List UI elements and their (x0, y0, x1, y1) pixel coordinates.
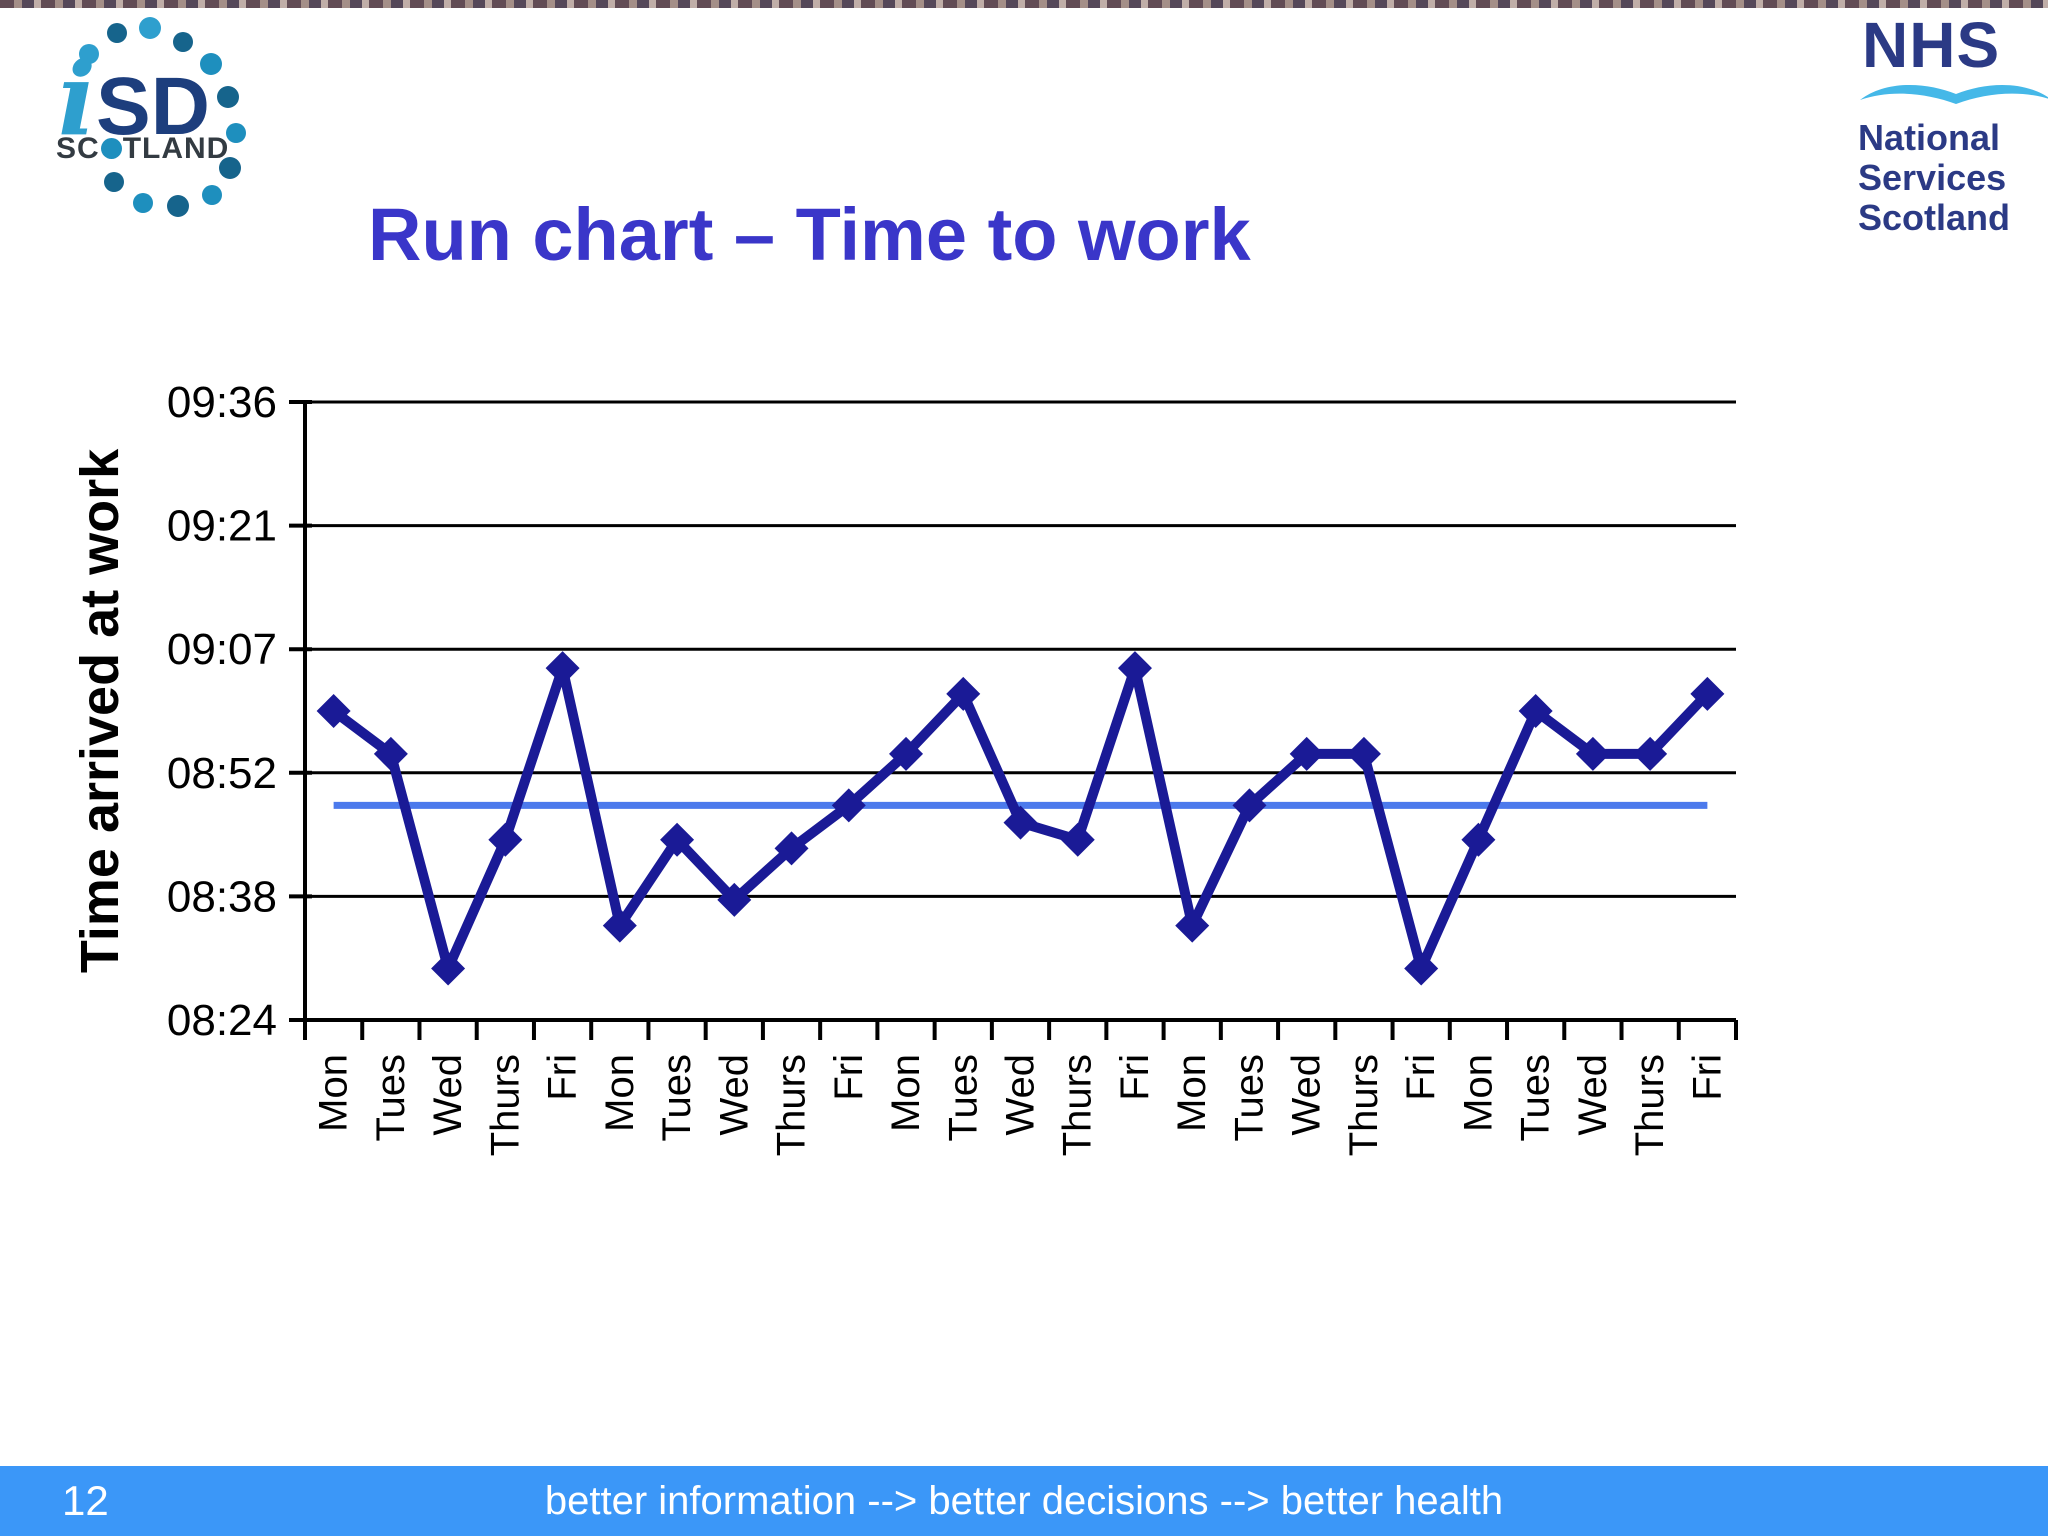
x-tick-label: Tues (1514, 1054, 1558, 1141)
x-tick-label: Mon (598, 1054, 642, 1132)
x-tick-label: Mon (1170, 1054, 1214, 1132)
x-tick-label: Fri (1113, 1054, 1157, 1101)
page-number: 12 (62, 1477, 109, 1524)
diamond-marker (1289, 736, 1324, 771)
nhs-wordmark: NHS (1862, 9, 2001, 81)
x-axis-labels: Mon Tues Wed Thurs Fri Mon Tues Wed Thurs Fri Mon T… (312, 1054, 1730, 1156)
nhs-subtitle: National Services Scotland (1858, 118, 2048, 238)
x-tick-label: Mon (884, 1054, 928, 1132)
footer-slogan: better information --> better decisions … (544, 1479, 1504, 1523)
scotland-prefix: SC (56, 132, 100, 165)
nhs-logo: NHS National Services Scotland (1858, 9, 2048, 238)
diamond-marker (660, 822, 695, 857)
diamond-marker (1232, 788, 1267, 823)
x-tick-label: Thurs (1342, 1054, 1386, 1156)
x-tick-label: Thurs (1628, 1054, 1672, 1156)
page-title: Run chart – Time to work (368, 193, 1251, 276)
x-tick-label: Thurs (483, 1054, 527, 1156)
x-tick-label: Mon (1456, 1054, 1500, 1132)
diamond-marker (431, 951, 466, 986)
series-markers (316, 651, 1725, 986)
diamond-marker (1575, 736, 1610, 771)
x-tick-label: Thurs (770, 1054, 814, 1156)
isd-i-letter: i (58, 40, 96, 158)
diamond-marker (889, 736, 924, 771)
diamond-marker (1404, 951, 1439, 986)
diamond-marker (545, 651, 580, 686)
x-tick-label: Tues (941, 1054, 985, 1141)
x-tick-label: Fri (1685, 1054, 1729, 1101)
x-tick-label: Wed (712, 1054, 756, 1136)
diamond-marker (1003, 805, 1038, 840)
x-tick-label: Wed (1571, 1054, 1615, 1136)
footer-bar: 12 better information --> better decisio… (0, 1466, 2048, 1536)
y-axis-title: Time arrived at work (70, 448, 130, 973)
y-tick-label: 09:21 (167, 502, 277, 551)
diamond-marker (1690, 676, 1725, 711)
diamond-marker (831, 788, 866, 823)
x-tick-label: Fri (827, 1054, 871, 1101)
x-tick-label: Fri (541, 1054, 585, 1101)
x-tick-label: Wed (999, 1054, 1043, 1136)
diamond-marker (1461, 822, 1496, 857)
diamond-marker (1117, 651, 1152, 686)
x-tick-label: Thurs (1056, 1054, 1100, 1156)
x-tick-label: Fri (1399, 1054, 1443, 1101)
isd-scotland-logo: iSD SC TLAND (26, 6, 262, 221)
diamond-marker (1060, 822, 1095, 857)
scotland-suffix: TLAND (122, 132, 230, 165)
x-tick-label: Mon (312, 1054, 356, 1132)
isd-wordmark: iSD (58, 40, 210, 158)
diamond-marker (1518, 694, 1553, 728)
x-tick-label: Wed (1285, 1054, 1329, 1136)
isd-dots-circle-icon (79, 17, 246, 217)
diamond-marker (1346, 736, 1381, 771)
top-artifact-strip (0, 0, 2048, 8)
x-tick-label: Wed (426, 1054, 470, 1136)
y-tick-label: 08:24 (167, 996, 277, 1045)
y-axis-ticks (289, 400, 312, 1022)
diamond-marker (946, 676, 981, 711)
isd-scotland-text: SC TLAND (56, 132, 229, 166)
diamond-marker (373, 736, 408, 771)
diamond-marker (602, 908, 637, 943)
diamond-marker (488, 822, 523, 857)
nhs-line-scotland: Scotland (1858, 197, 2011, 238)
isd-sd-letters: SD (96, 61, 210, 152)
y-axis-labels: 08:24 08:38 08:52 09:07 09:21 09:36 (167, 378, 277, 1045)
diamond-marker (717, 882, 752, 917)
y-tick-label: 08:38 (167, 872, 277, 921)
x-axis-ticks (303, 1020, 1738, 1040)
diamond-marker (1633, 736, 1668, 771)
nhs-swoosh-icon (1860, 84, 2048, 104)
x-tick-label: Tues (369, 1054, 413, 1141)
x-tick-label: Tues (1227, 1054, 1271, 1141)
diamond-marker (774, 831, 809, 866)
y-tick-label: 09:36 (167, 378, 277, 427)
scotland-o-dot-icon (100, 138, 122, 159)
nhs-line-national: National (1858, 117, 2001, 158)
x-tick-label: Tues (655, 1054, 699, 1141)
diamond-marker (316, 694, 351, 728)
y-tick-label: 08:52 (167, 749, 277, 798)
nhs-line-services: Services (1858, 157, 2007, 198)
diamond-marker (1175, 908, 1210, 943)
y-tick-label: 09:07 (167, 625, 277, 674)
